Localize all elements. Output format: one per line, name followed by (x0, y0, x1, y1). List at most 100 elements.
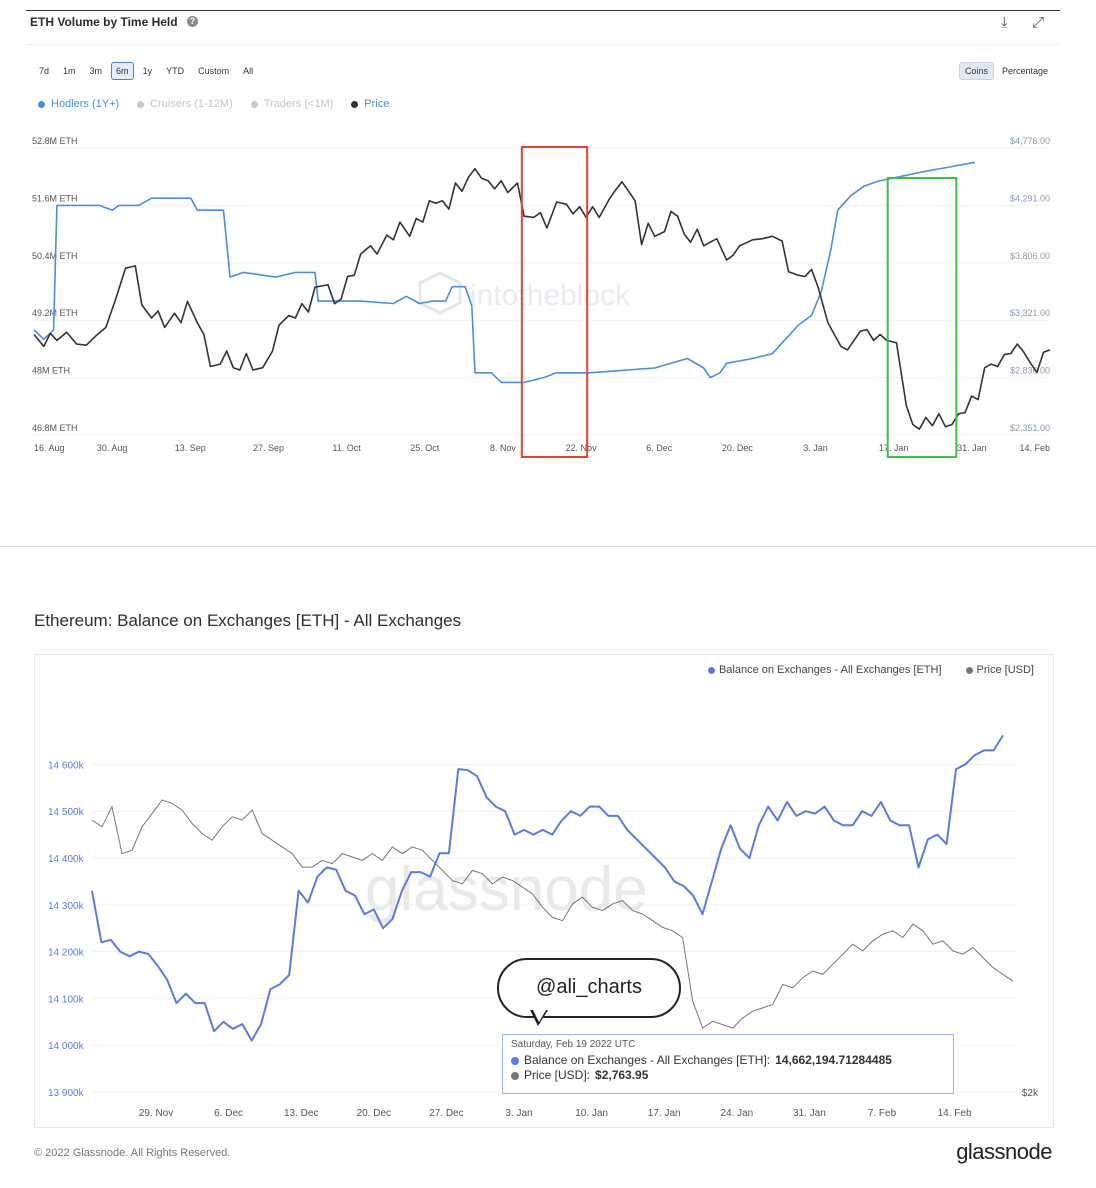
range-button-6m[interactable]: 6m (111, 62, 134, 80)
x-tick: 13. Dec (284, 1108, 318, 1119)
y-tick: 14 400k (48, 854, 85, 865)
x-tick: 13. Sep (175, 443, 206, 453)
glassnode-watermark: glassnode (365, 855, 648, 924)
y-right-tick: $2,351.00 (1010, 423, 1050, 433)
balance-dot-icon (511, 1056, 519, 1065)
legend-item-price[interactable]: Price (351, 98, 389, 110)
y-tick: 14 200k (48, 948, 85, 959)
y-right-tick: $4,776.00 (1010, 136, 1050, 146)
x-tick: 31. Jan (957, 443, 987, 453)
panel-top-border (26, 10, 1060, 11)
legend-dot-icon (137, 100, 145, 108)
legend-label: Balance on Exchanges - All Exchanges [ET… (718, 664, 942, 676)
y-left-tick: 51.6M ETH (32, 193, 78, 203)
panel2-frame (34, 654, 1054, 1128)
x-tick: 30. Aug (97, 443, 128, 453)
legend-item-cruisers-1-12m[interactable]: Cruisers (1-12M) (137, 98, 233, 110)
legend-label: Price (364, 98, 390, 110)
x-tick: 20. Dec (357, 1108, 391, 1119)
y-tick: 14 000k (48, 1041, 85, 1052)
legend-dot-icon (351, 100, 359, 108)
x-tick: 3. Jan (803, 443, 828, 453)
panel1-title: ETH Volume by Time Held (30, 15, 178, 29)
range-button-3m[interactable]: 3m (89, 66, 103, 76)
tooltip-price-value: $2,763.95 (595, 1068, 649, 1082)
y-right-tick: $3,321.00 (1010, 308, 1050, 318)
x-tick: 3. Jan (505, 1108, 532, 1119)
legend2-item-balance-on-exchanges-all-exchanges-eth[interactable]: Balance on Exchanges - All Exchanges [ET… (707, 664, 942, 676)
x-tick: 8. Nov (490, 443, 517, 453)
legend-item-traders-1m[interactable]: Traders (<1M) (250, 98, 333, 110)
legend-dot-icon (250, 100, 258, 108)
y-right-tick: $4,291.00 (1010, 193, 1050, 203)
legend-label: Price [USD] (976, 664, 1034, 676)
series-line-price (33, 168, 1051, 430)
intotheblock-watermark: intotheblock (470, 279, 631, 312)
y-left-tick: 46.8M ETH (32, 423, 78, 433)
range-button-1y[interactable]: 1y (142, 66, 153, 76)
range-button-custom[interactable]: Custom (198, 66, 230, 76)
x-tick: 17. Jan (879, 443, 909, 453)
highlight-box-nov-10 (520, 146, 589, 458)
x-tick: 24. Jan (720, 1108, 753, 1119)
legend-dot-icon (38, 100, 45, 108)
chart1-svg: 52.8M ETH $4,776.00 51.6M ETH $4,291.00 50.4… (32, 136, 1051, 458)
chart-tooltip: Saturday, Feb 19 2022 UTC Balance on Exc… (502, 1034, 954, 1094)
watermark-speech-bubble: @ali_charts (497, 958, 681, 1018)
range-button-ytd[interactable]: YTD (166, 66, 185, 76)
x-tick: 6. Dec (214, 1108, 243, 1119)
panel1-legend: Hodlers (1Y+) Cruisers (1-12M) Traders (<1… (38, 98, 389, 110)
range-selector: 7d 1m 3m 6m 1y YTD Custom All (34, 62, 258, 80)
download-icon[interactable]: ⤓ (1001, 14, 1008, 31)
tooltip-date: Saturday, Feb 19 2022 UTC (511, 1039, 636, 1050)
highlight-box-jan-22 (886, 177, 958, 458)
y-tick: 13 900k (48, 1088, 85, 1099)
mode-toggle: Coins Percentage (958, 62, 1054, 80)
x-tick: 20. Dec (722, 443, 754, 453)
tooltip-balance-label: Balance on Exchanges - All Exchanges [ET… (524, 1053, 771, 1067)
range-button-7d[interactable]: 7d (39, 66, 50, 76)
price-dot-icon (511, 1071, 519, 1080)
y-left-tick: 48M ETH (32, 366, 70, 376)
panel2-legend: Balance on Exchanges - All Exchanges [ET… (707, 664, 1034, 676)
y-right-tick: $2k (1022, 1088, 1039, 1099)
x-tick: 22. Nov (566, 443, 598, 453)
series-line-hodlers-1y (33, 161, 976, 384)
y-left-tick: 52.8M ETH (32, 136, 78, 146)
x-tick: 29. Nov (139, 1108, 173, 1119)
copyright-footer: © 2022 Glassnode. All Rights Reserved. (34, 1147, 231, 1159)
x-tick: 14. Feb (938, 1108, 972, 1119)
range-button-all[interactable]: All (243, 66, 254, 76)
legend-label: Cruisers (1-12M) (150, 98, 233, 110)
tooltip-balance-value: 14,662,194.71284485 (775, 1053, 892, 1067)
x-tick: 14. Feb (1019, 443, 1050, 453)
fullscreen-icon[interactable]: ⤢ (1032, 14, 1045, 31)
x-tick: 10. Jan (575, 1108, 608, 1119)
legend-item-hodlers-1y[interactable]: Hodlers (1Y+) (38, 98, 119, 110)
panel2-title: Ethereum: Balance on Exchanges [ETH] - A… (34, 611, 462, 630)
tooltip-row-balance: Balance on Exchanges - All Exchanges [ET… (511, 1053, 945, 1068)
tooltip-price-label: Price [USD]: (524, 1068, 591, 1082)
y-right-tick: $2,836.00 (1010, 366, 1050, 376)
mode-button-percentage[interactable]: Percentage (1001, 66, 1048, 76)
x-tick: 17. Jan (648, 1108, 681, 1119)
tooltip-row-price: Price [USD]: $2,763.95 (511, 1068, 945, 1083)
help-icon[interactable]: ? (187, 16, 198, 27)
legend2-item-price-usd[interactable]: Price [USD] (965, 664, 1034, 676)
series-line-price-usd (91, 799, 1014, 1029)
x-tick: 31. Jan (793, 1108, 826, 1119)
x-tick: 16. Aug (34, 443, 65, 453)
legend-dot-icon (965, 666, 973, 674)
range-button-1m[interactable]: 1m (63, 66, 76, 76)
mode-button-coins[interactable]: Coins (958, 62, 994, 80)
series-line-balance-on-exchanges (91, 734, 1004, 1042)
y-left-tick: 50.4M ETH (32, 251, 78, 261)
legend-dot-icon (707, 666, 715, 674)
y-tick: 14 600k (48, 760, 85, 771)
x-tick: 6. Dec (646, 443, 673, 453)
y-tick: 14 100k (48, 994, 85, 1005)
y-tick: 14 500k (48, 807, 85, 818)
x-tick: 27. Dec (429, 1108, 463, 1119)
speech-bubble-tail-inner (533, 1010, 546, 1022)
section-separator (0, 546, 1096, 547)
